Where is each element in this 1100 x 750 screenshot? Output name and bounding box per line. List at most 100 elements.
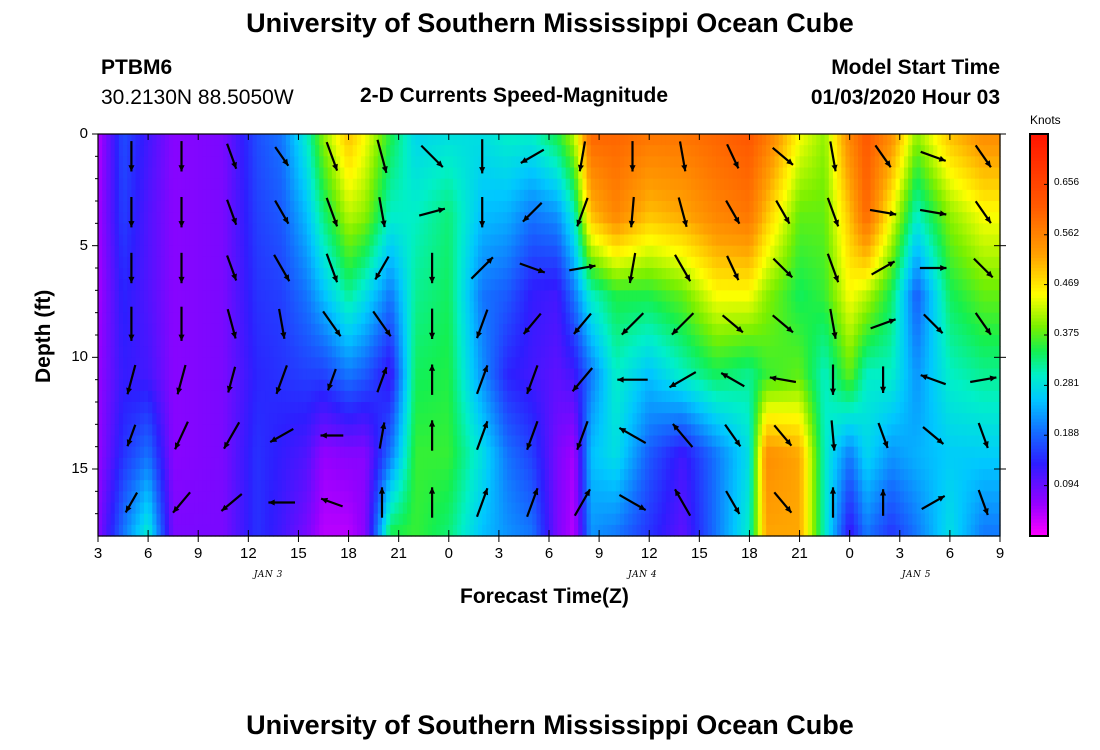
heatmap-cell bbox=[173, 178, 178, 191]
heatmap-cell bbox=[319, 145, 325, 157]
heatmap-cell bbox=[214, 457, 220, 470]
heatmap-cell bbox=[248, 413, 254, 425]
heatmap-cell bbox=[127, 234, 133, 247]
heatmap-cell bbox=[206, 145, 212, 157]
heatmap-cell bbox=[152, 379, 158, 392]
heatmap-cell bbox=[102, 435, 107, 448]
heatmap-cell bbox=[444, 301, 450, 314]
heatmap-cell bbox=[582, 156, 588, 169]
heatmap-cell bbox=[131, 435, 137, 448]
heatmap-cell bbox=[98, 178, 103, 191]
heatmap-cell bbox=[206, 189, 212, 202]
heatmap-cell bbox=[227, 502, 233, 515]
heatmap-cell bbox=[645, 223, 650, 236]
heatmap-cell bbox=[645, 279, 650, 291]
heatmap-cell bbox=[298, 323, 304, 336]
heatmap-cell bbox=[532, 480, 538, 492]
heatmap-cell bbox=[302, 268, 308, 280]
heatmap-cell bbox=[461, 368, 467, 381]
heatmap-cell bbox=[148, 290, 153, 303]
heatmap-cell bbox=[361, 323, 366, 336]
heatmap-cell bbox=[206, 223, 212, 236]
heatmap-cell bbox=[519, 368, 525, 381]
heatmap-cell bbox=[603, 368, 609, 381]
heatmap-cell bbox=[202, 368, 208, 381]
heatmap-cell bbox=[110, 402, 116, 414]
heatmap-cell bbox=[486, 323, 492, 336]
heatmap-cell bbox=[402, 189, 408, 202]
heatmap-cell bbox=[202, 469, 208, 481]
heatmap-cell bbox=[415, 268, 421, 280]
heatmap-cell bbox=[649, 513, 654, 526]
heatmap-cell bbox=[173, 145, 178, 157]
heatmap-cell bbox=[206, 402, 212, 414]
heatmap-cell bbox=[365, 379, 371, 392]
heatmap-cell bbox=[590, 201, 596, 213]
heatmap-cell bbox=[503, 323, 508, 336]
heatmap-cell bbox=[636, 223, 642, 236]
heatmap-cell bbox=[411, 357, 416, 370]
heatmap-cell bbox=[461, 390, 467, 403]
heatmap-cell bbox=[118, 312, 124, 325]
heatmap-cell bbox=[352, 189, 358, 202]
heatmap-cell bbox=[636, 268, 642, 280]
heatmap-cell bbox=[653, 346, 659, 358]
heatmap-cell bbox=[432, 268, 437, 280]
heatmap-cell bbox=[223, 368, 229, 381]
heatmap-cell bbox=[624, 301, 629, 314]
heatmap-cell bbox=[452, 491, 458, 504]
heatmap-cell bbox=[143, 290, 149, 303]
heatmap-cell bbox=[377, 134, 383, 146]
heatmap-cell bbox=[152, 357, 158, 370]
heatmap-cell bbox=[336, 457, 341, 470]
heatmap-cell bbox=[127, 279, 133, 291]
heatmap-cell bbox=[448, 469, 454, 481]
heatmap-cell bbox=[469, 446, 475, 459]
heatmap-cell bbox=[135, 167, 141, 180]
heatmap-cell bbox=[290, 134, 295, 146]
heatmap-cell bbox=[645, 480, 650, 492]
heatmap-cell bbox=[164, 268, 170, 280]
heatmap-cell bbox=[285, 446, 291, 459]
heatmap-cell bbox=[185, 145, 191, 157]
heatmap-cell bbox=[457, 245, 462, 258]
heatmap-cell bbox=[419, 256, 425, 269]
heatmap-cell bbox=[653, 435, 659, 448]
heatmap-cell bbox=[118, 323, 124, 336]
heatmap-cell bbox=[386, 290, 391, 303]
heatmap-cell bbox=[523, 346, 529, 358]
heatmap-cell bbox=[352, 480, 358, 492]
heatmap-cell bbox=[219, 435, 224, 448]
heatmap-cell bbox=[361, 469, 366, 481]
heatmap-cell bbox=[628, 524, 634, 537]
heatmap-cell bbox=[628, 167, 634, 180]
heatmap-cell bbox=[557, 491, 563, 504]
heatmap-cell bbox=[423, 178, 429, 191]
heatmap-cell bbox=[498, 245, 504, 258]
heatmap-cell bbox=[327, 335, 333, 347]
heatmap-cell bbox=[260, 357, 266, 370]
heatmap-cell bbox=[273, 134, 279, 146]
heatmap-cell bbox=[369, 223, 375, 236]
heatmap-cell bbox=[574, 368, 579, 381]
heatmap-cell bbox=[503, 256, 508, 269]
heatmap-cell bbox=[361, 435, 366, 448]
heatmap-cell bbox=[586, 368, 592, 381]
heatmap-cell bbox=[657, 424, 663, 437]
heatmap-cell bbox=[402, 268, 408, 280]
heatmap-cell bbox=[160, 513, 166, 526]
heatmap-cell bbox=[352, 513, 358, 526]
heatmap-cell bbox=[394, 301, 400, 314]
heatmap-cell bbox=[611, 156, 617, 169]
heatmap-cell bbox=[553, 323, 558, 336]
heatmap-cell bbox=[319, 424, 325, 437]
heatmap-cell bbox=[290, 446, 295, 459]
heatmap-cell bbox=[494, 524, 500, 537]
heatmap-cell bbox=[661, 524, 667, 537]
heatmap-cell bbox=[244, 312, 249, 325]
heatmap-cell bbox=[599, 290, 604, 303]
heatmap-cell bbox=[423, 212, 429, 224]
heatmap-cell bbox=[356, 357, 362, 370]
heatmap-cell bbox=[599, 256, 604, 269]
heatmap-cell bbox=[457, 491, 462, 504]
